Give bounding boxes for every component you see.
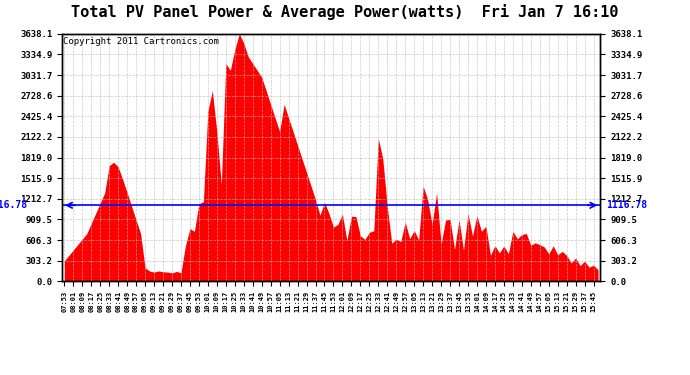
Text: Total PV Panel Power & Average Power(watts)  Fri Jan 7 16:10: Total PV Panel Power & Average Power(wat… — [71, 4, 619, 20]
Text: 1116.78: 1116.78 — [606, 200, 647, 210]
Text: 1116.78: 1116.78 — [0, 200, 27, 210]
Text: Copyright 2011 Cartronics.com: Copyright 2011 Cartronics.com — [63, 38, 219, 46]
